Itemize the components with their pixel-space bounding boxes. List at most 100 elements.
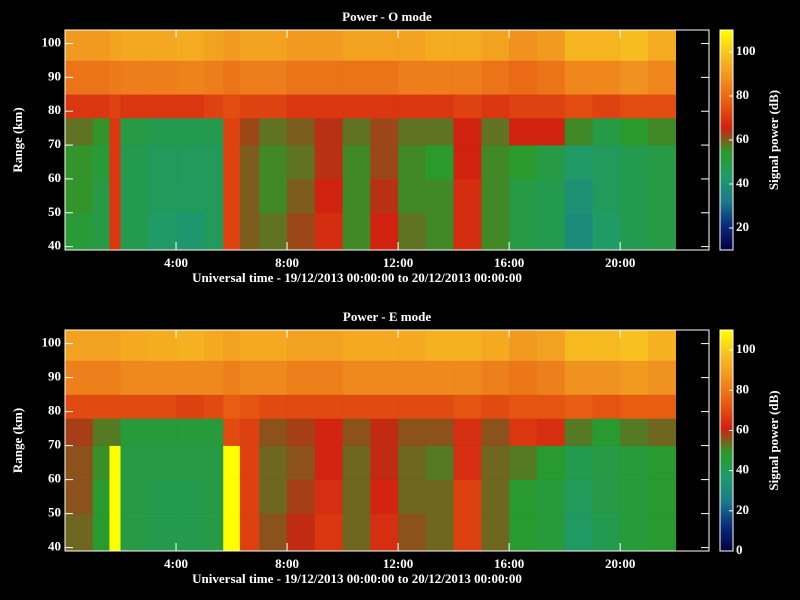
heat-cell [425, 360, 454, 395]
heat-cell [509, 178, 538, 214]
heat-cell [564, 178, 593, 214]
heat-cell [342, 118, 371, 146]
heat-cell [176, 513, 205, 552]
heat-cell [314, 479, 343, 514]
heat-cell [564, 394, 593, 419]
heat-cell [620, 178, 649, 214]
heat-cell [223, 513, 241, 552]
colorbar-tick-label: 0 [736, 542, 743, 557]
heat-cell [481, 445, 510, 480]
plot-frame [64, 329, 710, 552]
heat-cell [453, 445, 482, 480]
heat-cell [620, 479, 649, 514]
heat-cell [647, 330, 676, 361]
heat-cell [370, 418, 399, 446]
heat-cell [425, 94, 454, 119]
heat-cell [620, 94, 649, 119]
heat-cell [564, 513, 593, 552]
heat-cell [176, 118, 205, 146]
heat-cell [287, 178, 316, 214]
heat-cell [287, 60, 316, 95]
heat-cell [314, 145, 343, 180]
heat-cell [203, 360, 224, 395]
heat-cell [481, 94, 510, 119]
heat-cell [148, 212, 177, 251]
heat-cell [425, 30, 454, 61]
heat-cell [203, 479, 224, 514]
heat-cell [370, 60, 399, 95]
heat-cell [120, 30, 149, 61]
heat-cell [239, 418, 260, 446]
heat-cell [342, 445, 371, 480]
heat-cell [287, 145, 316, 180]
heat-cell [647, 30, 676, 61]
heat-cell [342, 30, 371, 61]
heat-cell [564, 445, 593, 480]
heat-cell [564, 145, 593, 180]
heat-cell [287, 118, 316, 146]
heat-cell [203, 445, 224, 480]
colorbar-tick-label: 20 [736, 219, 749, 234]
heat-cell [223, 418, 241, 446]
heat-cell [259, 60, 288, 95]
heat-cell [120, 94, 149, 119]
chart-title: Power - O mode [342, 9, 432, 24]
heat-cell [223, 60, 241, 95]
heat-cell [370, 118, 399, 146]
heat-cell [148, 178, 177, 214]
heat-cell [314, 445, 343, 480]
heat-cell [425, 60, 454, 95]
heat-cell [109, 178, 121, 214]
y-tick-label: 100 [42, 35, 62, 50]
heat-cell [287, 418, 316, 446]
heat-cell [509, 360, 538, 395]
heat-cell [342, 212, 371, 251]
heat-cell [176, 418, 205, 446]
heat-cell [481, 118, 510, 146]
heat-cell [370, 212, 399, 251]
colorbar-tick-label: 60 [736, 421, 749, 436]
heat-cell [620, 145, 649, 180]
heat-cell [287, 330, 316, 361]
heat-cell [481, 394, 510, 419]
heat-cell [92, 418, 110, 446]
heat-cell [203, 212, 224, 251]
heat-cell [109, 360, 121, 395]
heat-cell [647, 178, 676, 214]
heat-cell [536, 418, 565, 446]
heat-cell [564, 360, 593, 395]
heat-cell [148, 94, 177, 119]
heat-cell [620, 30, 649, 61]
heat-cell [287, 445, 316, 480]
heat-cell [314, 94, 343, 119]
heat-cell [259, 418, 288, 446]
heat-cell [287, 212, 316, 251]
heat-cell [92, 513, 110, 552]
heat-cell [92, 145, 110, 180]
heat-cell [398, 60, 427, 95]
heat-cell [120, 418, 149, 446]
heat-cell [453, 118, 482, 146]
heat-cell [259, 212, 288, 251]
heat-cell [509, 94, 538, 119]
heat-cell [564, 60, 593, 95]
heat-cell [92, 445, 110, 480]
x-axis-label: Universal time - 19/12/2013 00:00:00 to … [192, 270, 522, 285]
heat-cell [239, 360, 260, 395]
heat-cell [536, 60, 565, 95]
colorbar-tick-label: 80 [736, 381, 749, 396]
heat-cell [342, 94, 371, 119]
heat-cell [425, 330, 454, 361]
colorbar-tick-label: 80 [736, 87, 749, 102]
heat-cell [481, 479, 510, 514]
colorbar-tick-label: 20 [736, 502, 749, 517]
heat-cell [203, 60, 224, 95]
heat-cell [259, 330, 288, 361]
heat-cell [398, 94, 427, 119]
heat-cell [120, 178, 149, 214]
heat-cell [370, 513, 399, 552]
heat-cell [425, 394, 454, 419]
heat-cell [592, 94, 621, 119]
heat-cell [370, 145, 399, 180]
heat-cell [65, 94, 94, 119]
